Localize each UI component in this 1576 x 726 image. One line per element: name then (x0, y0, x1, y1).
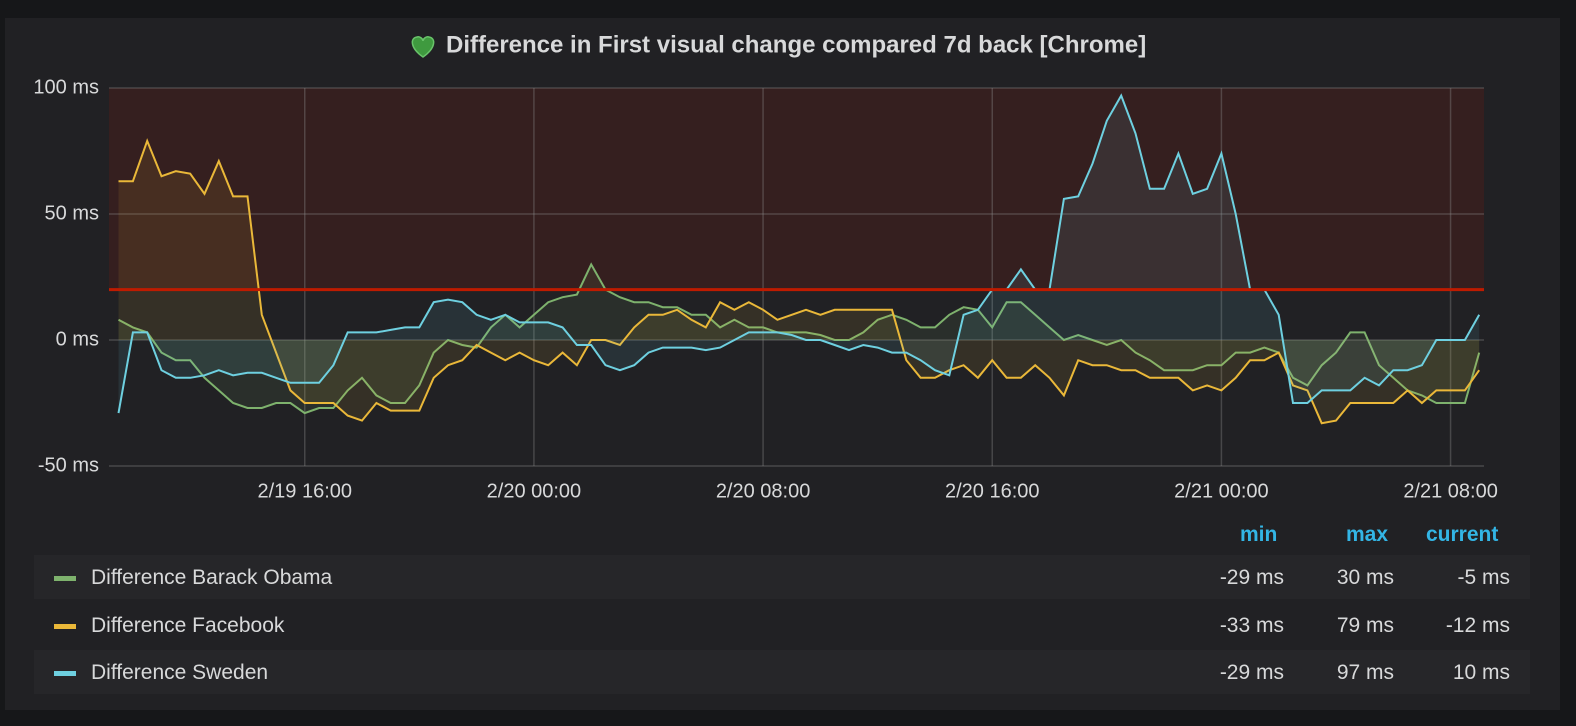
x-tick-label: 2/20 16:00 (945, 480, 1040, 502)
legend-header: min (1240, 523, 1278, 546)
legend-header: current (1426, 523, 1499, 546)
legend-stat: -29 ms (1219, 566, 1284, 589)
legend-stat: -12 ms (1445, 613, 1510, 637)
series-line (118, 262, 1481, 415)
legend-label[interactable]: Difference Facebook (91, 613, 285, 637)
legend-swatch (54, 671, 76, 676)
series-line (118, 138, 1481, 425)
x-tick-label: 2/20 08:00 (716, 480, 811, 502)
legend-stat: -29 ms (1219, 661, 1284, 684)
x-tick-label: 2/20 00:00 (487, 480, 582, 502)
y-tick-label: 0 ms (56, 328, 99, 350)
legend-label[interactable]: Difference Sweden (91, 661, 269, 684)
legend-header: max (1346, 523, 1389, 546)
legend-stat: -33 ms (1219, 613, 1284, 637)
series-area (118, 95, 1480, 414)
legend-row: Difference Sweden -29 ms 97 ms 10 ms (34, 650, 1530, 694)
legend-swatch (54, 623, 76, 629)
legend-row: Difference Barack Obama -29 ms 30 ms -5 ms (34, 555, 1530, 599)
legend-stat: 10 ms (1452, 661, 1510, 684)
x-tick-label: 2/21 00:00 (1174, 480, 1269, 502)
legend-row: Difference Facebook -33 ms 79 ms -12 ms (34, 602, 1530, 647)
threshold-region (109, 88, 1484, 290)
series-area (118, 140, 1480, 424)
legend-stat: 30 ms (1336, 566, 1394, 589)
health-icon (411, 36, 435, 58)
legend-stat: -5 ms (1457, 566, 1511, 589)
y-tick-label: 100 ms (33, 76, 99, 98)
legend-stat: 79 ms (1336, 613, 1394, 637)
legend-label[interactable]: Difference Barack Obama (91, 566, 333, 589)
y-tick-label: -50 ms (38, 454, 99, 476)
x-tick-label: 2/19 16:00 (257, 480, 352, 502)
legend-stat: 97 ms (1336, 661, 1394, 684)
chart-title: Difference in First visual change compar… (446, 31, 1146, 58)
series-area (118, 264, 1480, 414)
x-tick-label: 2/21 08:00 (1403, 480, 1498, 502)
legend-swatch (54, 576, 76, 581)
y-tick-label: 50 ms (45, 202, 99, 224)
